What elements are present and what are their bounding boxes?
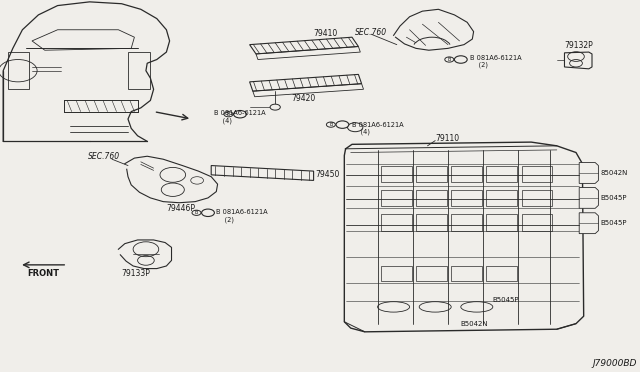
Text: 79446P: 79446P	[166, 204, 195, 213]
Text: B5042N: B5042N	[461, 321, 488, 327]
Circle shape	[192, 210, 201, 215]
Bar	[451, 190, 482, 206]
Text: B5045P: B5045P	[600, 195, 627, 201]
Circle shape	[348, 123, 363, 132]
Polygon shape	[579, 213, 598, 234]
Text: 79133P: 79133P	[122, 269, 150, 278]
Bar	[416, 166, 447, 182]
Bar	[416, 190, 447, 206]
Circle shape	[224, 112, 233, 117]
Bar	[381, 190, 412, 206]
Text: B 081A6-6121A
    (4): B 081A6-6121A (4)	[352, 122, 404, 135]
Bar	[451, 166, 482, 182]
Bar	[451, 214, 482, 231]
Bar	[486, 214, 517, 231]
Text: SEC.760: SEC.760	[88, 153, 120, 161]
Circle shape	[454, 56, 467, 63]
Text: B: B	[447, 57, 451, 62]
Polygon shape	[564, 52, 592, 69]
Bar	[486, 190, 517, 206]
Bar	[381, 214, 412, 231]
Text: FRONT: FRONT	[27, 269, 59, 278]
Circle shape	[270, 104, 280, 110]
Bar	[522, 166, 552, 182]
Circle shape	[445, 57, 454, 62]
Text: 79132P: 79132P	[564, 41, 593, 50]
Text: J79000BD: J79000BD	[593, 359, 637, 368]
Circle shape	[234, 110, 246, 118]
Text: 79450: 79450	[316, 170, 340, 179]
Text: 79410: 79410	[314, 29, 338, 38]
Text: 85042N: 85042N	[600, 170, 628, 176]
Text: 79420: 79420	[291, 94, 316, 103]
Text: B 081A6-6121A
    (2): B 081A6-6121A (2)	[470, 55, 522, 68]
Text: 79110: 79110	[435, 134, 460, 143]
Bar	[381, 166, 412, 182]
Text: B 081A6-6121A
    (4): B 081A6-6121A (4)	[214, 110, 266, 124]
Text: B5045P: B5045P	[493, 297, 519, 303]
Text: B 081A6-6121A
    (2): B 081A6-6121A (2)	[216, 209, 268, 222]
Text: SEC.760: SEC.760	[355, 28, 387, 37]
Circle shape	[202, 209, 214, 217]
Text: B: B	[195, 210, 198, 215]
Bar	[522, 190, 552, 206]
Text: B: B	[227, 112, 230, 117]
Bar	[486, 166, 517, 182]
Circle shape	[326, 122, 335, 127]
Bar	[416, 214, 447, 231]
Bar	[486, 266, 517, 281]
Text: B: B	[329, 122, 333, 127]
Circle shape	[336, 121, 349, 128]
Bar	[416, 266, 447, 281]
Polygon shape	[579, 163, 598, 183]
Bar	[522, 214, 552, 231]
Text: B5045P: B5045P	[600, 220, 627, 226]
Polygon shape	[579, 187, 598, 208]
Bar	[451, 266, 482, 281]
Bar	[381, 266, 412, 281]
